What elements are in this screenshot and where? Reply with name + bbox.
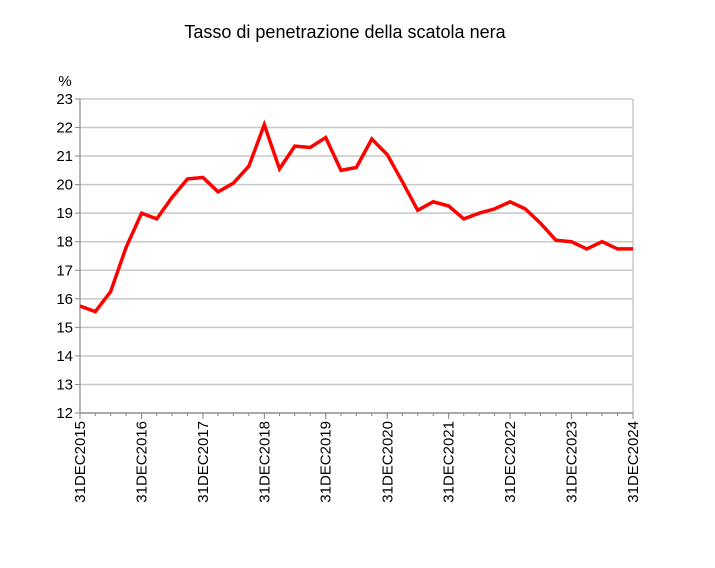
x-tick-label: 31DEC2020: [379, 421, 396, 503]
x-tick-label: 31DEC2019: [318, 421, 335, 503]
data-point: [324, 136, 327, 139]
chart-title: Tasso di penetrazione della scatola nera: [184, 22, 506, 42]
data-point: [386, 153, 389, 156]
grid: [80, 98, 634, 414]
data-point: [140, 212, 143, 215]
data-point: [616, 247, 619, 250]
y-tick-label: 13: [56, 376, 73, 393]
data-point: [94, 310, 97, 313]
data-point: [416, 209, 419, 212]
x-tick-label: 31DEC2024: [625, 421, 642, 503]
data-point: [585, 247, 588, 250]
data-point: [370, 138, 373, 141]
data-point: [232, 182, 235, 185]
data-point: [539, 222, 542, 225]
data-point: [263, 123, 266, 126]
x-tick-label: 31DEC2023: [563, 421, 580, 503]
data-point: [355, 166, 358, 169]
data-point: [293, 145, 296, 148]
data-point: [217, 190, 220, 193]
data-point: [340, 169, 343, 172]
y-tick-label: 16: [56, 291, 73, 308]
data-point: [79, 305, 82, 308]
y-tick-label: 17: [56, 262, 73, 279]
series: [79, 119, 635, 314]
data-point: [171, 196, 174, 199]
data-point: [109, 290, 112, 293]
x-tick-label: 31DEC2017: [195, 421, 212, 503]
y-tick-label: 23: [56, 91, 73, 108]
data-point: [601, 240, 604, 243]
y-tick-label: 12: [56, 405, 73, 422]
data-point: [186, 177, 189, 180]
data-point: [125, 246, 128, 249]
x-tick-label: 31DEC2015: [72, 421, 89, 503]
data-point: [155, 217, 158, 220]
y-axis-ticks: 12 13 14 15 16 17 18 19 20 21 22 23: [56, 91, 80, 422]
data-point: [201, 176, 204, 179]
data-point: [401, 180, 404, 183]
data-point: [447, 205, 450, 208]
x-tick-label: 31DEC2016: [134, 421, 151, 503]
data-point: [555, 239, 558, 242]
data-point: [462, 217, 465, 220]
data-point: [632, 247, 635, 250]
y-tick-label: 22: [56, 120, 73, 137]
data-point: [309, 146, 312, 149]
data-point: [509, 200, 512, 203]
data-point: [278, 167, 281, 170]
series-line: [79, 119, 633, 314]
data-point: [432, 200, 435, 203]
y-tick-label: 19: [56, 205, 73, 222]
data-point: [493, 207, 496, 210]
data-point: [524, 207, 527, 210]
x-axis-ticks: 31DEC2015 31DEC2016 31DEC2017 31DEC2018 31DE…: [72, 413, 642, 503]
axes: [79, 99, 633, 414]
x-tick-label: 31DEC2018: [256, 421, 273, 503]
y-tick-label: 14: [56, 348, 73, 365]
x-tick-label: 31DEC2021: [441, 421, 458, 503]
y-axis-unit: %: [58, 73, 71, 90]
data-point: [570, 240, 573, 243]
x-tick-label: 31DEC2022: [502, 421, 519, 503]
y-tick-label: 18: [56, 234, 73, 251]
y-tick-label: 15: [56, 319, 73, 336]
data-point: [478, 212, 481, 215]
y-tick-label: 20: [56, 177, 73, 194]
y-tick-label: 21: [56, 148, 73, 165]
data-point: [247, 165, 250, 168]
